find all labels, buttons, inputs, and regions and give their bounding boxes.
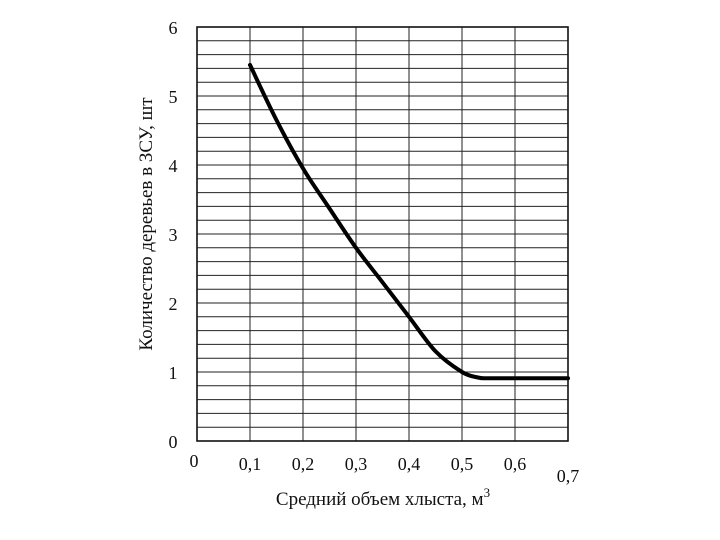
chart-grid xyxy=(197,27,568,441)
x-tick-label: 0,5 xyxy=(451,454,474,474)
x-tick-label: 0,6 xyxy=(504,454,527,474)
x-axis-label: Средний объем хлыста, м3 xyxy=(276,485,490,510)
y-tick-label: 0 xyxy=(169,432,178,452)
x-axis-label-text: Средний объем хлыста, м xyxy=(276,489,484,510)
y-tick-label: 2 xyxy=(169,294,178,314)
plot-frame xyxy=(196,26,569,442)
y-tick-label: 3 xyxy=(169,225,178,245)
x-tick-label: 0,7 xyxy=(557,466,580,486)
series-line xyxy=(248,62,570,381)
x-axis-label-superscript: 3 xyxy=(484,485,491,500)
x-tick-label: 0,2 xyxy=(292,454,315,474)
y-axis-label: Количество деревьев в ЗСУ, шт xyxy=(136,97,157,351)
x-tick-label: 0,1 xyxy=(239,454,262,474)
y-tick-label: 6 xyxy=(169,18,178,38)
x-tick-label: 0,3 xyxy=(345,454,368,474)
y-tick-label: 5 xyxy=(169,87,178,107)
y-tick-labels: 0 1 2 3 4 5 6 xyxy=(169,18,178,452)
x-tick-labels: 0 0,1 0,2 0,3 0,4 0,5 0,6 0,7 xyxy=(190,451,580,486)
x-tick-label: 0 xyxy=(190,451,199,471)
y-tick-label: 4 xyxy=(169,156,178,176)
x-tick-label: 0,4 xyxy=(398,454,421,474)
series-layer xyxy=(248,62,570,381)
y-tick-label: 1 xyxy=(169,363,178,383)
